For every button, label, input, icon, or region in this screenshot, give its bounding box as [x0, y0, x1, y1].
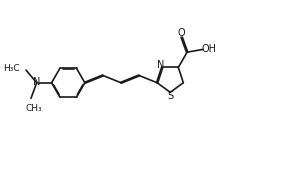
Text: O: O [178, 28, 186, 38]
Text: H₃C: H₃C [3, 64, 20, 73]
Text: OH: OH [202, 44, 217, 54]
Text: CH₃: CH₃ [26, 104, 42, 113]
Text: S: S [168, 91, 173, 101]
Text: N: N [33, 77, 40, 87]
Text: N: N [157, 60, 164, 70]
